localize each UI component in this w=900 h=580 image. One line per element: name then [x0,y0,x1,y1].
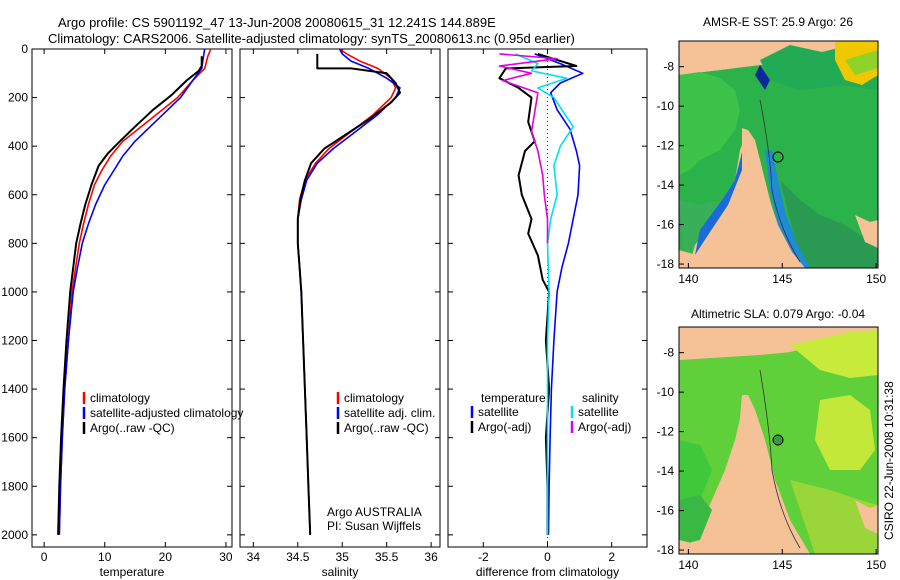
sla-high-patch [790,330,878,378]
sst-argo-marker [772,151,784,163]
sla-cape-york [700,395,805,554]
y-tick-label: 1000 [1,285,28,299]
map-y-tick-label: -18 [657,543,675,557]
sla-map-frame [678,326,879,555]
legend-label: satellite [478,405,519,419]
x-tick-label: 34 [247,550,261,564]
y-tick-label: 2000 [1,528,28,542]
y-tick-label: 800 [8,236,28,250]
series-line-3 [498,53,558,244]
y-tick-label: 400 [8,139,28,153]
map-y-tick-label: -12 [657,139,675,153]
sst-map-frame [678,40,879,269]
sst-map-panel: AMSR-E SST: 25.9 Argo: 26 140 145 150 -8 -10… [657,15,887,286]
sst-cape-york [700,128,805,268]
x-tick-label: 35 [336,550,350,564]
map-y-tick-label: -14 [657,464,675,478]
y-tick-label: 1400 [1,382,28,396]
y-tick-label: 1800 [1,479,28,493]
x-tick-label: 10 [98,550,112,564]
x-tick-label: 34.5 [286,550,310,564]
legend-label: satellite [578,405,619,419]
map-y-tick-label: -8 [663,60,674,74]
y-tick-label: 0 [21,42,28,56]
legend-label: Argo(-adj) [578,420,631,434]
series-line-1 [58,48,206,535]
legend-label: Argo(-adj) [478,420,531,434]
legend-label: temperature [481,391,546,405]
header-line1: Argo profile: CS 5901192_47 13-Jun-2008 … [58,15,496,30]
map-y-tick-label: -16 [657,504,675,518]
series-line-2 [515,53,574,535]
series-line-1 [297,48,401,535]
y-tick-label: 200 [8,91,28,105]
plot-frame [239,48,441,548]
map-y-tick-label: -12 [657,425,675,439]
series-line-2 [296,53,401,535]
x-tick-label: 35.5 [375,550,399,564]
map-y-tick-label: -8 [663,346,674,360]
salinity-panel: 34 34.5 35 35.5 36 salinity climatologysatelli… [239,48,441,579]
map-y-tick-label: -10 [657,99,675,113]
sla-map-title: Altimetric SLA: 0.079 Argo: -0.04 [691,307,865,321]
x-tick-label: 0 [544,550,551,564]
legend-label: Argo(..raw -QC) [90,421,175,435]
map-y-tick-label: -18 [657,257,675,271]
y-tick-label: 600 [8,188,28,202]
legend-label: satellite-adjusted climatology [90,406,243,420]
sla-argo-marker [772,434,784,446]
map-y-tick-label: -16 [657,218,675,232]
series-line-0 [58,48,212,535]
legend-label: climatology [344,391,404,405]
legend-label: Argo(..raw -QC) [344,421,429,435]
x-tick-label: 30 [219,550,233,564]
series-line-2 [57,56,203,535]
legend-label: climatology [90,391,150,405]
argo-annotation: Argo AUSTRALIA [327,505,422,519]
map-y-tick-label: -14 [657,178,675,192]
map-x-tick-label: 140 [678,272,698,286]
x-axis-label: temperature [100,565,165,579]
legend-label: satellite adj. clim. [344,406,435,420]
argo-annotation: PI: Susan Wijffels [327,519,421,533]
x-axis-label: difference from climatology [476,565,619,579]
x-tick-label: 2 [608,550,615,564]
map-y-tick-label: -10 [657,385,675,399]
x-tick-label: -2 [478,550,489,564]
sst-coastal-blue [695,128,748,255]
map-x-tick-label: 145 [772,558,792,572]
series-line-0 [297,48,397,535]
x-tick-label: 0 [41,550,48,564]
map-x-tick-label: 150 [866,272,886,286]
y-tick-label: 1200 [1,334,28,348]
x-tick-label: 36 [424,550,438,564]
csiro-timestamp: CSIRO 22-Jun-2008 10:31:38 [882,381,896,540]
header-line2: Climatology: CARS2006. Satellite-adjuste… [48,31,575,46]
x-axis-label: salinity [322,565,359,579]
legend-label: salinity [582,391,619,405]
y-tick-label: 1600 [1,431,28,445]
x-tick-label: 20 [159,550,173,564]
temperature-panel: 0 10 20 30 temperature 0 200 400 600 800 1000 1200 1… [1,42,243,579]
sst-map-title: AMSR-E SST: 25.9 Argo: 26 [703,15,853,29]
map-x-tick-label: 150 [866,558,886,572]
sla-map-panel: Altimetric SLA: 0.079 Argo: -0.04 140 145… [657,307,887,572]
series-line-0 [534,53,584,535]
map-x-tick-label: 145 [772,272,792,286]
plot-frame [31,48,233,548]
map-x-tick-label: 140 [678,558,698,572]
series-line-1 [498,52,578,535]
